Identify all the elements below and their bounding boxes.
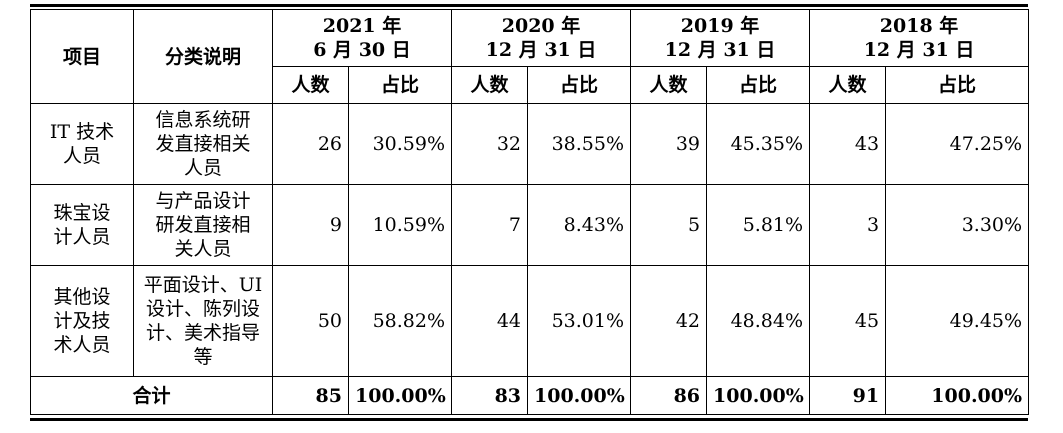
row-item-line: 术人员 bbox=[53, 334, 111, 356]
header-ratio: 占比 bbox=[347, 66, 453, 104]
header-count: 人数 bbox=[272, 66, 349, 104]
count-cell: 44 bbox=[451, 265, 529, 377]
total-ratio-cell: 100.00% bbox=[885, 376, 1030, 415]
count-cell: 39 bbox=[630, 103, 708, 185]
period-date: 6 月 30 日 bbox=[313, 39, 411, 61]
row-item-line: 其他设 bbox=[53, 286, 111, 308]
period-year: 2021 年 bbox=[322, 15, 402, 37]
bottom-double-rule bbox=[30, 418, 1028, 421]
row-item-line: 人员 bbox=[62, 145, 101, 167]
row-category-line: 信息系统研 bbox=[155, 109, 251, 131]
header-count: 人数 bbox=[451, 66, 529, 104]
period-year: 2020 年 bbox=[501, 15, 581, 37]
row-item-line: 计及技 bbox=[53, 310, 111, 332]
row-category-line: 关人员 bbox=[174, 238, 232, 260]
row-category-line: 与产品设计 bbox=[155, 190, 251, 212]
total-count-cell: 91 bbox=[809, 376, 887, 415]
total-ratio-cell: 100.00% bbox=[527, 376, 632, 415]
ratio-cell: 3.30% bbox=[885, 184, 1030, 266]
staff-composition-table: 项目 分类说明 2021 年 6 月 30 日 2020 年 12 月 31 日… bbox=[30, 9, 1030, 415]
period-date: 12 月 31 日 bbox=[863, 39, 975, 61]
count-cell: 50 bbox=[272, 265, 349, 377]
row-item-cell: IT 技术 人员 bbox=[30, 103, 134, 185]
ratio-cell: 48.84% bbox=[706, 265, 811, 377]
count-cell: 45 bbox=[809, 265, 887, 377]
ratio-cell: 30.59% bbox=[347, 103, 453, 185]
row-item-line: 珠宝设 bbox=[53, 202, 111, 224]
row-category-line: 等 bbox=[193, 346, 213, 368]
row-category-line: 设计、陈列设 bbox=[145, 298, 260, 320]
total-count-cell: 86 bbox=[630, 376, 708, 415]
total-row: 合计 85 100.00% 83 100.00% 86 100.00% 91 1… bbox=[30, 376, 1030, 415]
ratio-cell: 38.55% bbox=[527, 103, 632, 185]
header-category: 分类说明 bbox=[133, 9, 273, 104]
ratio-cell: 5.81% bbox=[706, 184, 811, 266]
row-item-cell: 珠宝设 计人员 bbox=[30, 184, 134, 266]
table-row: 其他设 计及技 术人员 平面设计、UI 设计、陈列设 计、美术指导 等 50 5… bbox=[30, 265, 1030, 377]
total-ratio-cell: 100.00% bbox=[706, 376, 811, 415]
table-row: 珠宝设 计人员 与产品设计 研发直接相 关人员 9 10.59% 7 8.43%… bbox=[30, 184, 1030, 266]
ratio-cell: 45.35% bbox=[706, 103, 811, 185]
total-ratio-cell: 100.00% bbox=[347, 376, 453, 415]
count-cell: 43 bbox=[809, 103, 887, 185]
table-row: IT 技术 人员 信息系统研 发直接相关 人员 26 30.59% 32 38.… bbox=[30, 103, 1030, 185]
count-cell: 3 bbox=[809, 184, 887, 266]
header-ratio: 占比 bbox=[527, 66, 632, 104]
row-category-line: 平面设计、UI bbox=[143, 274, 263, 296]
row-category-line: 研发直接相 bbox=[155, 214, 251, 236]
count-cell: 26 bbox=[272, 103, 349, 185]
ratio-cell: 47.25% bbox=[885, 103, 1030, 185]
period-date: 12 月 31 日 bbox=[485, 39, 597, 61]
row-item-cell: 其他设 计及技 术人员 bbox=[30, 265, 134, 377]
row-category-line: 计、美术指导 bbox=[145, 322, 260, 344]
top-double-rule bbox=[30, 4, 1028, 7]
total-count-cell: 83 bbox=[451, 376, 529, 415]
header-period-2018: 2018 年 12 月 31 日 bbox=[809, 9, 1030, 67]
row-category-cell: 信息系统研 发直接相关 人员 bbox=[133, 103, 273, 185]
staff-table-wrapper: 项目 分类说明 2021 年 6 月 30 日 2020 年 12 月 31 日… bbox=[30, 4, 1030, 421]
header-count: 人数 bbox=[630, 66, 708, 104]
count-cell: 9 bbox=[272, 184, 349, 266]
period-date: 12 月 31 日 bbox=[664, 39, 776, 61]
header-count: 人数 bbox=[809, 66, 887, 104]
row-category-cell: 平面设计、UI 设计、陈列设 计、美术指导 等 bbox=[133, 265, 273, 377]
ratio-cell: 10.59% bbox=[347, 184, 453, 266]
header-item: 项目 bbox=[30, 9, 134, 104]
ratio-cell: 49.45% bbox=[885, 265, 1030, 377]
header-ratio: 占比 bbox=[706, 66, 811, 104]
ratio-cell: 58.82% bbox=[347, 265, 453, 377]
total-count-cell: 85 bbox=[272, 376, 349, 415]
count-cell: 32 bbox=[451, 103, 529, 185]
row-category-line: 人员 bbox=[183, 157, 222, 179]
header-period-2020: 2020 年 12 月 31 日 bbox=[451, 9, 632, 67]
period-year: 2019 年 bbox=[680, 15, 760, 37]
count-cell: 7 bbox=[451, 184, 529, 266]
count-cell: 5 bbox=[630, 184, 708, 266]
period-year: 2018 年 bbox=[879, 15, 959, 37]
count-cell: 42 bbox=[630, 265, 708, 377]
row-category-cell: 与产品设计 研发直接相 关人员 bbox=[133, 184, 273, 266]
header-period-2021: 2021 年 6 月 30 日 bbox=[271, 9, 453, 67]
ratio-cell: 53.01% bbox=[527, 265, 632, 377]
row-category-line: 发直接相关 bbox=[155, 133, 251, 155]
row-item-line: IT 技术 bbox=[49, 121, 115, 143]
header-period-2019: 2019 年 12 月 31 日 bbox=[630, 9, 811, 67]
header-ratio: 占比 bbox=[885, 66, 1030, 104]
ratio-cell: 8.43% bbox=[527, 184, 632, 266]
row-item-line: 计人员 bbox=[53, 226, 111, 248]
total-label: 合计 bbox=[30, 376, 273, 415]
